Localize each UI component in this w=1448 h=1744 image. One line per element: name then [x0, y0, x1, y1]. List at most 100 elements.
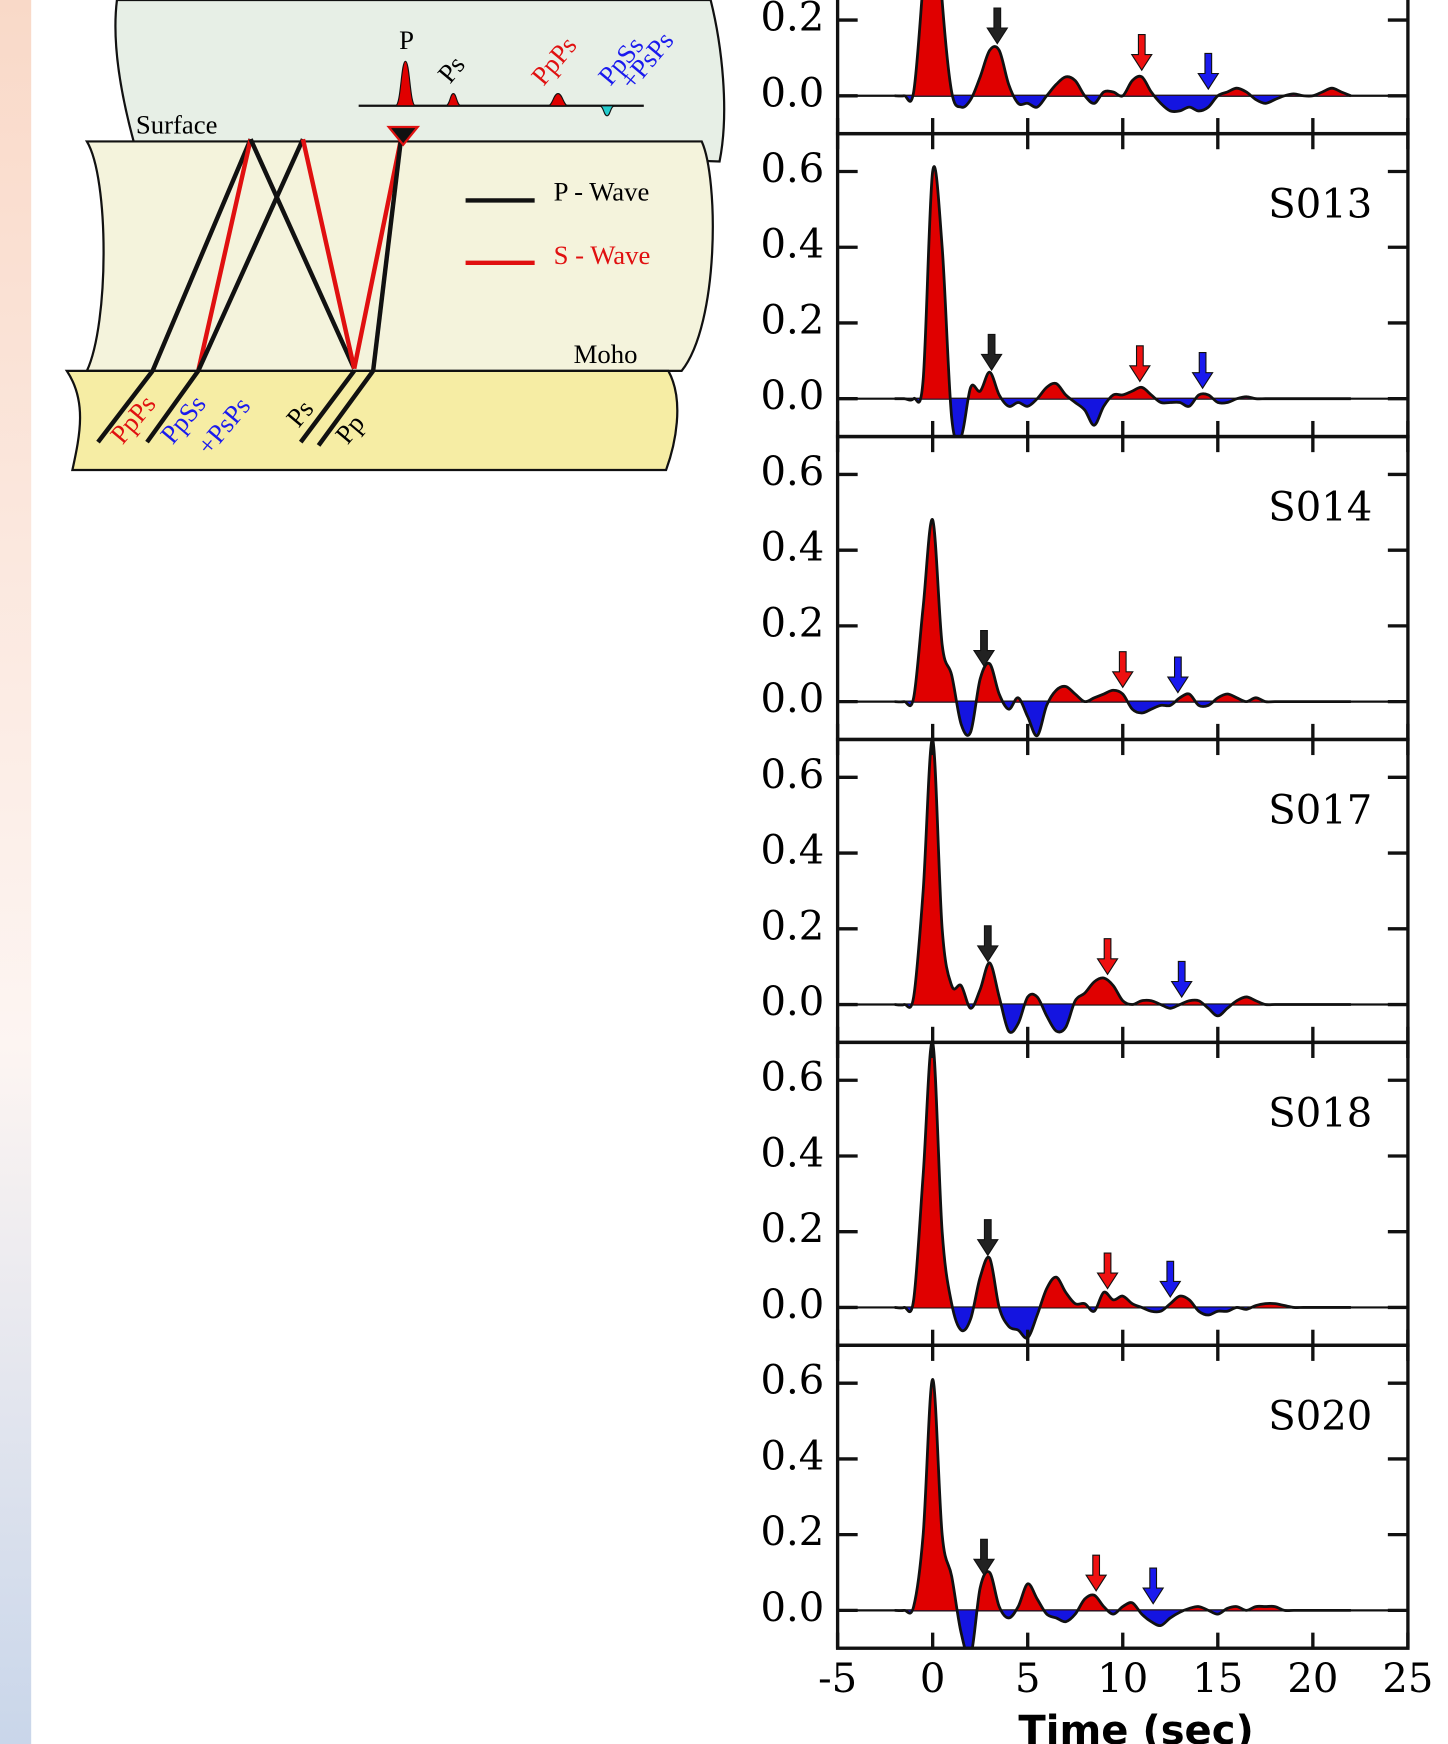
- panel: 0.0 0.2 0.4 0.6 S013: [760, 131, 1410, 439]
- station: [386, 125, 421, 147]
- y-tick-label: 0.2: [760, 903, 824, 949]
- moho-label: Moho: [574, 339, 638, 369]
- y-tick-label: 0.4: [760, 1433, 824, 1479]
- surface-label: Surface: [136, 110, 218, 140]
- ray: [248, 138, 357, 370]
- plot-area: [837, 1377, 1408, 1649]
- panel: 0.0 0.2: [760, 0, 1410, 136]
- top-layer: [114, 0, 726, 163]
- negative-area: [894, 1307, 1351, 1339]
- phase-arrow: [1191, 352, 1214, 390]
- panel-name: S014: [1268, 485, 1372, 531]
- trace-line: [894, 0, 1352, 114]
- y-tick-label: 0.4: [760, 1130, 824, 1176]
- plot-area: [837, 1042, 1408, 1340]
- x-tick-label: 20: [1287, 1656, 1338, 1702]
- rays: [96, 138, 404, 447]
- y-tick-label: 0.2: [760, 1509, 824, 1555]
- side-strip: [0, 0, 32, 1744]
- y-tick-label: 0.0: [760, 979, 824, 1025]
- x-tick-label: 10: [1097, 1656, 1148, 1702]
- phase-arrow: [972, 1538, 996, 1576]
- trace-line: [894, 165, 1351, 437]
- ray: [298, 369, 356, 444]
- panel-name: S020: [1268, 1393, 1372, 1439]
- panel-name: S013: [1268, 182, 1372, 228]
- mantle-layer: [64, 369, 679, 472]
- trace-peak: [394, 60, 417, 107]
- y-tick-label: 0.6: [760, 1358, 824, 1404]
- y-tick-label: 0.0: [760, 676, 824, 722]
- phase-arrow: [1096, 1252, 1119, 1290]
- trace-peak: [547, 92, 569, 107]
- phase-arrow: [1130, 33, 1153, 72]
- ray: [316, 369, 375, 447]
- y-tick-label: 0.6: [760, 752, 824, 798]
- phase-arrow: [1111, 651, 1134, 689]
- phase-arrow: [980, 333, 1003, 372]
- ray: [300, 138, 357, 370]
- plot-area: [837, 518, 1408, 738]
- phase-arrow: [1159, 1260, 1182, 1299]
- phase-arrow: [976, 925, 999, 963]
- y-tick-label: 0.2: [760, 0, 824, 41]
- y-tick-label: 0.2: [760, 297, 824, 343]
- phase-arrow: [1096, 938, 1119, 976]
- panel: 0.0 0.2 0.4 0.6 S017: [760, 737, 1410, 1045]
- y-tick-label: 0.2: [760, 600, 824, 646]
- legend-label: S - Wave: [554, 240, 651, 270]
- ray: [196, 138, 253, 372]
- y-tick-label: 0.2: [760, 1206, 824, 1252]
- x-tick-label: 0: [920, 1656, 946, 1702]
- plot-area: [837, 0, 1408, 114]
- x-tick-label: 25: [1382, 1656, 1433, 1702]
- phase-arrow: [972, 629, 996, 668]
- phase-arrow: [1142, 1567, 1165, 1605]
- phase-arrow: [1085, 1554, 1108, 1592]
- panel: 0.0 0.2 0.4 0.6 S020: [760, 1343, 1410, 1650]
- y-tick-label: 0.6: [760, 1055, 824, 1101]
- positive-area: [894, 166, 1351, 399]
- trace-line: [894, 1377, 1351, 1649]
- y-tick-label: 0.0: [760, 1282, 824, 1328]
- positive-area: [894, 1042, 1351, 1308]
- crust-layer: [84, 140, 714, 372]
- negative-area: [894, 701, 1351, 736]
- trace-trough: [599, 105, 615, 117]
- trace-line: [894, 518, 1351, 738]
- positive-area: [894, 739, 1351, 1005]
- y-tick-label: 0.0: [760, 373, 824, 419]
- phase-arrow: [1166, 656, 1189, 694]
- x-tick-label: 15: [1192, 1656, 1243, 1702]
- phase-arrow: [1128, 345, 1151, 383]
- ray: [196, 138, 305, 372]
- y-tick-label: 0.0: [760, 70, 824, 116]
- legend-label: P - Wave: [554, 176, 650, 206]
- y-tick-label: 0.6: [760, 146, 824, 192]
- y-tick-label: 0.4: [760, 222, 824, 268]
- ray: [150, 138, 253, 372]
- plot-area: [837, 739, 1408, 1034]
- y-tick-label: 0.0: [760, 1585, 824, 1631]
- negative-area: [894, 1004, 1351, 1033]
- panel: 0.0 0.2 0.4 0.6 S014: [760, 434, 1410, 742]
- phase-arrow: [976, 1219, 999, 1257]
- ray: [352, 138, 404, 370]
- ray: [96, 369, 155, 444]
- positive-area: [894, 519, 1351, 702]
- x-axis-title: Time (sec): [1018, 1708, 1253, 1744]
- x-tick-label: -5: [818, 1656, 857, 1702]
- phase-arrow: [986, 7, 1009, 45]
- ray: [370, 138, 404, 372]
- phase-arrow: [1170, 960, 1193, 999]
- y-tick-label: 0.6: [760, 449, 824, 495]
- x-tick-label: 5: [1015, 1656, 1041, 1702]
- panel: 0.0 0.2 0.4 0.6 S018: [760, 1040, 1410, 1347]
- panel-name: S018: [1268, 1090, 1372, 1136]
- trace-peak: [445, 92, 462, 107]
- ray: [145, 369, 201, 444]
- panel-name: S017: [1268, 787, 1372, 833]
- diagram: P Ps PpPs PpSs +PsPs Surface Moho P - Wa…: [64, 0, 726, 472]
